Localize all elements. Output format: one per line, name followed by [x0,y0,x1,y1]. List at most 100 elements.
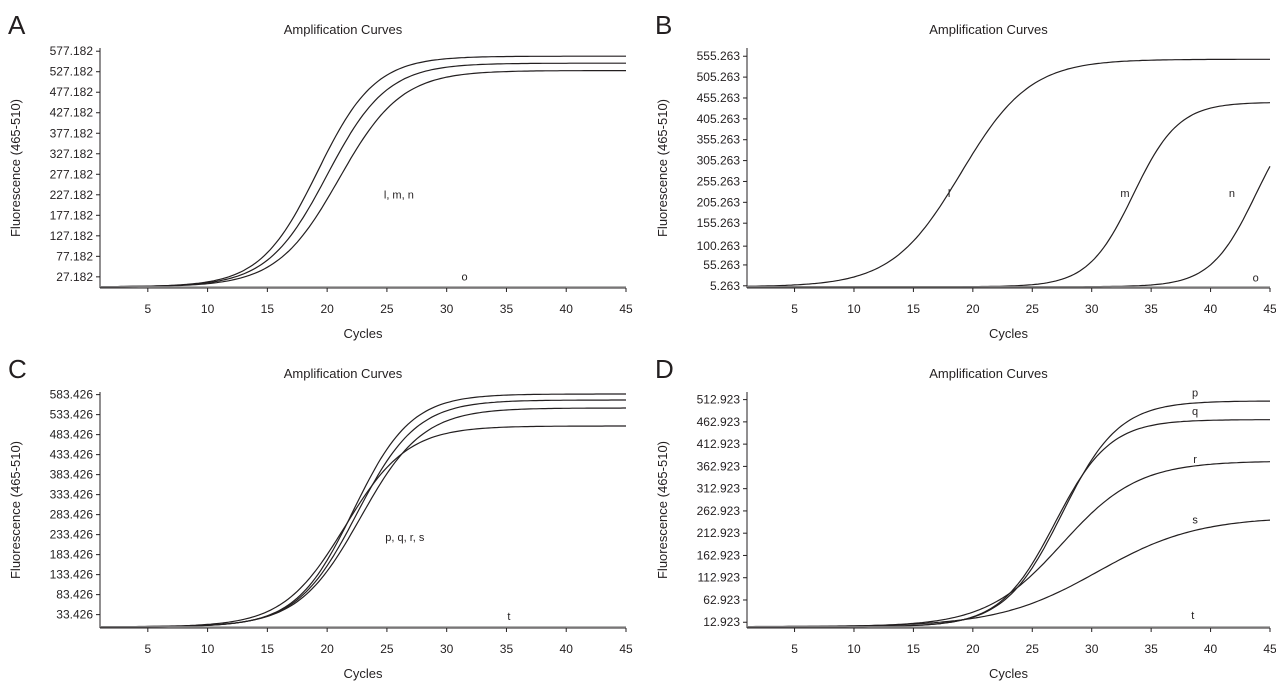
y-axis-label: Fluorescence (465-510) [655,99,670,237]
amplification-curve-1 [99,55,626,288]
x-axis-label: Cycles [989,666,1029,681]
x-tick-label: 10 [201,642,215,656]
y-tick-label: 433.426 [50,448,94,462]
amplification-curve-1 [100,393,626,628]
curve-annotation: q [1192,406,1198,418]
y-tick-label: 183.426 [50,548,94,562]
y-tick-label: 583.426 [50,388,94,402]
curve-annotation: n [1229,188,1235,200]
x-tick-label: 45 [619,302,633,316]
curve-annotation: p, q, r, s [385,532,425,544]
amplification-curve-4 [100,425,626,628]
chart-title: Amplification Curves [929,22,1048,37]
amplification-curve-3 [100,70,626,288]
x-tick-label: 20 [966,642,980,656]
x-tick-label: 5 [791,302,798,316]
curve-annotation: t [1191,610,1194,622]
y-tick-label: 227.182 [50,188,94,202]
panel-letter: B [655,10,672,40]
chart-panel-a: A Amplification Curves Fluorescence (465-5… [8,10,633,341]
y-tick-label: 427.182 [50,106,94,120]
y-tick-label: 100.263 [697,239,741,253]
x-tick-label: 45 [1263,642,1276,656]
y-tick-label: 155.263 [697,216,741,230]
panel-letter: D [655,354,674,384]
chart-title: Amplification Curves [929,366,1048,381]
y-axis-label: Fluorescence (465-510) [655,441,670,579]
y-tick-label: 27.182 [56,270,93,284]
curve-annotation: l [948,188,950,200]
amplification-curve-1 [746,58,1270,287]
y-tick-label: 477.182 [50,85,94,99]
y-tick-label: 233.426 [50,528,94,542]
y-tick-label: 305.263 [697,154,741,168]
y-tick-label: 255.263 [697,174,741,188]
x-tick-label: 40 [560,302,574,316]
chart-panel-b: B Amplification Curves Fluorescence (465-5… [655,10,1276,341]
x-tick-label: 30 [440,302,454,316]
y-tick-label: 277.182 [50,167,94,181]
y-tick-label: 77.182 [56,249,93,263]
y-tick-label: 262.923 [697,504,741,518]
x-tick-label: 30 [440,642,454,656]
x-tick-label: 30 [1085,642,1099,656]
x-tick-label: 35 [1144,642,1158,656]
x-tick-label: 10 [201,302,215,316]
y-tick-label: 383.426 [50,468,94,482]
curve-annotation: m [1120,188,1129,200]
y-tick-label: 405.263 [697,112,741,126]
x-tick-label: 40 [1204,642,1218,656]
x-tick-label: 30 [1085,302,1099,316]
amplification-curve-4 [747,519,1271,628]
x-tick-label: 45 [619,642,633,656]
y-tick-label: 483.426 [50,428,94,442]
x-tick-label: 15 [261,302,275,316]
y-tick-label: 555.263 [697,49,741,63]
x-tick-label: 5 [791,642,798,656]
amplification-curve-2 [747,102,1271,288]
x-tick-label: 20 [320,642,334,656]
x-tick-label: 35 [500,302,514,316]
x-tick-label: 15 [907,642,921,656]
x-axis-label: Cycles [343,326,383,341]
y-axis-label: Fluorescence (465-510) [8,441,23,579]
x-tick-label: 35 [500,642,514,656]
y-tick-label: 133.426 [50,568,94,582]
amplification-curve-3 [747,461,1271,628]
chart-panel-d: D Amplification Curves Fluorescence (465-5… [655,354,1276,681]
x-tick-label: 10 [847,302,861,316]
x-tick-label: 15 [907,302,921,316]
y-tick-label: 212.923 [697,526,741,540]
y-tick-label: 5.263 [710,279,740,293]
y-tick-label: 355.263 [697,133,741,147]
y-tick-label: 55.263 [703,258,740,272]
x-tick-label: 20 [320,302,334,316]
y-tick-label: 412.923 [697,437,741,451]
y-tick-label: 333.426 [50,488,94,502]
y-tick-label: 283.426 [50,508,94,522]
x-tick-label: 5 [144,642,151,656]
x-tick-label: 15 [261,642,275,656]
chart-panel-c: C Amplification Curves Fluorescence (465-5… [8,354,633,681]
x-tick-label: 35 [1144,302,1158,316]
y-tick-label: 12.923 [703,615,740,629]
x-tick-label: 20 [966,302,980,316]
x-tick-label: 25 [1026,302,1040,316]
amplification-curve-3 [99,407,626,628]
panel-letter: A [8,10,26,40]
y-tick-label: 377.182 [50,126,94,140]
chart-title: Amplification Curves [284,366,403,381]
y-tick-label: 527.182 [50,65,94,79]
curve-annotation: t [507,611,510,623]
x-tick-label: 40 [1204,302,1218,316]
y-tick-label: 62.923 [703,593,740,607]
y-tick-label: 177.182 [50,208,94,222]
y-tick-label: 112.923 [698,571,741,585]
y-axis-label: Fluorescence (465-510) [8,99,23,237]
x-tick-label: 25 [1026,642,1040,656]
panel-letter: C [8,354,27,384]
x-tick-label: 45 [1263,302,1276,316]
x-tick-label: 25 [380,642,394,656]
x-tick-label: 5 [144,302,151,316]
